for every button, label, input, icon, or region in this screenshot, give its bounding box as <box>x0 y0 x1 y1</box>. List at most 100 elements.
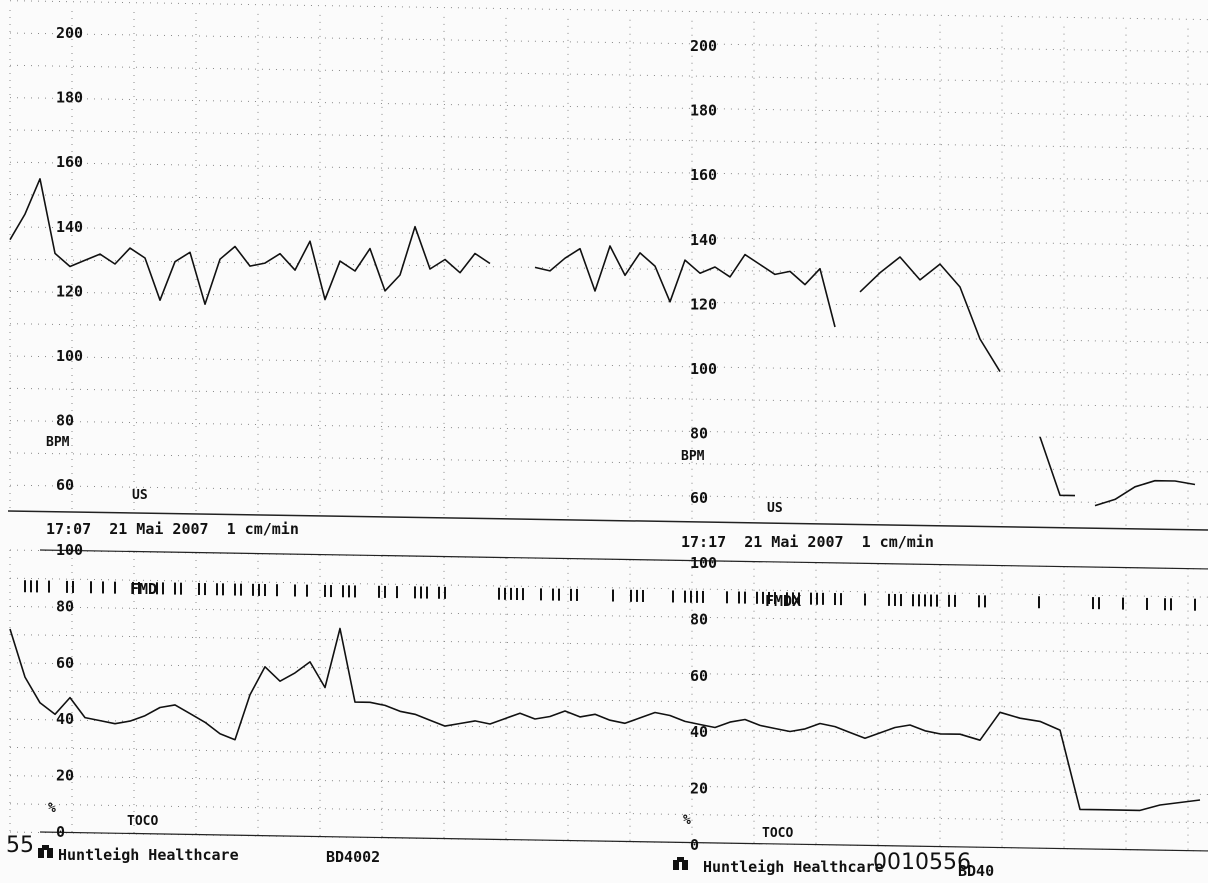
fmd-mark <box>684 590 686 603</box>
fmd-mark <box>258 583 260 596</box>
fmd-mark <box>822 592 824 605</box>
fmd-mark <box>1146 597 1148 610</box>
fmd-mark <box>630 589 632 602</box>
toco-grid-hline <box>9 605 1208 626</box>
fhr-grid-hline <box>9 387 1208 408</box>
fhr-grid-hline <box>9 323 1208 344</box>
toco-transducer-right: TOCO <box>762 826 793 841</box>
fmd-mark <box>642 589 644 602</box>
fmd-mark <box>726 591 728 604</box>
fmd-mark <box>558 588 560 601</box>
fmd-mark <box>552 588 554 601</box>
fhr-right-tick-label: 200 <box>690 37 717 55</box>
fmd-mark <box>198 582 200 595</box>
fmd-mark <box>1122 597 1124 610</box>
fmd-mark <box>162 582 164 595</box>
fhr-grid-hline <box>9 64 1208 85</box>
fhr-right-tick-label: 120 <box>690 295 717 313</box>
fmd-label-left: FMD <box>130 580 157 598</box>
fmd-mark <box>798 592 800 605</box>
fmd-mark <box>342 585 344 598</box>
chart-grid <box>9 0 1208 852</box>
timestamp-right: 17:17 21 Mai 2007 1 cm/min <box>681 533 934 551</box>
fmd-mark <box>948 594 950 607</box>
fmd-mark <box>918 594 920 607</box>
toco-left-tick-label: 100 <box>56 541 83 559</box>
toco-grid-hline <box>9 577 1208 598</box>
fmd-mark <box>768 591 770 604</box>
fmd-mark <box>612 589 614 602</box>
fmd-mark <box>696 590 698 603</box>
fhr-transducer-left: US <box>132 488 148 503</box>
toco-ylabel-right: % <box>683 813 691 828</box>
toco-grid-hline <box>9 662 1208 683</box>
toco-top-line <box>39 549 1208 570</box>
fmd-mark <box>420 586 422 599</box>
fmd-mark <box>504 587 506 600</box>
fhr-right-tick-label: 80 <box>690 425 708 443</box>
fmd-mark <box>510 587 512 600</box>
fhr-grid-hline <box>9 226 1208 247</box>
fmd-mark <box>48 580 50 593</box>
toco-transducer-left: TOCO <box>127 814 158 829</box>
fhr-right-tick-label: 60 <box>690 489 708 507</box>
fhr-grid-hline <box>9 161 1208 182</box>
fmd-mark <box>426 586 428 599</box>
fmd-mark <box>672 590 674 603</box>
fhr-grid-hline <box>9 32 1208 53</box>
fmd-mark <box>384 585 386 598</box>
fmd-mark <box>240 583 242 596</box>
toco-left-tick-label: 0 <box>56 823 65 841</box>
toco-grid-hline <box>9 690 1208 711</box>
fhr-y-ticks-right: 200 180 160 140 120 100 80 60 <box>690 37 717 507</box>
toco-right-tick-label: 80 <box>690 610 708 628</box>
fmd-mark <box>984 595 986 608</box>
fmd-mark <box>816 592 818 605</box>
fmd-mark <box>102 581 104 594</box>
fmd-mark <box>438 586 440 599</box>
fmd-mark <box>1038 596 1040 609</box>
fmd-mark <box>180 582 182 595</box>
fmd-mark <box>1092 597 1094 610</box>
fmd-mark <box>72 580 74 593</box>
fmd-label-right: FMDX <box>765 592 801 610</box>
fmd-mark <box>894 593 896 606</box>
model-left: BD4002 <box>326 848 380 866</box>
fhr-left-tick-label: 200 <box>56 24 83 42</box>
fhr-left-tick-label: 60 <box>56 476 74 494</box>
fmd-mark <box>306 584 308 597</box>
fmd-mark <box>24 580 26 593</box>
fmd-mark <box>888 593 890 606</box>
fmd-mark <box>900 594 902 607</box>
fhr-right-tick-label: 180 <box>690 102 717 120</box>
fmd-mark <box>690 590 692 603</box>
fmd-mark <box>516 587 518 600</box>
model-right: BD40 <box>958 862 994 880</box>
toco-right-tick-label: 0 <box>690 836 699 854</box>
toco-trace-series-0 <box>9 627 1201 812</box>
fhr-left-tick-label: 80 <box>56 412 74 430</box>
fmd-mark <box>792 592 794 605</box>
fmd-mark <box>774 592 776 605</box>
fhr-trace-series-0 <box>9 178 836 328</box>
fmd-mark <box>354 585 356 598</box>
fmd-mark <box>702 590 704 603</box>
fmd-mark <box>1098 597 1100 610</box>
toco-right-tick-label: 60 <box>690 667 708 685</box>
fmd-mark <box>954 594 956 607</box>
fhr-grid-hline <box>9 97 1208 118</box>
serial-number: 0010556 <box>873 850 971 875</box>
brand-name-right: Huntleigh Healthcare <box>703 858 884 876</box>
fmd-mark <box>540 588 542 601</box>
fhr-grid-hline <box>9 355 1208 376</box>
fmd-mark <box>36 580 38 593</box>
fhr-right-tick-label: 160 <box>690 166 717 184</box>
brand-logo-right <box>673 857 688 870</box>
fmd-mark <box>444 586 446 599</box>
fmd-mark <box>522 588 524 601</box>
fmd-mark <box>222 583 224 596</box>
fhr-left-tick-label: 140 <box>56 218 83 236</box>
fmd-mark <box>864 593 866 606</box>
fmd-mark <box>756 591 758 604</box>
